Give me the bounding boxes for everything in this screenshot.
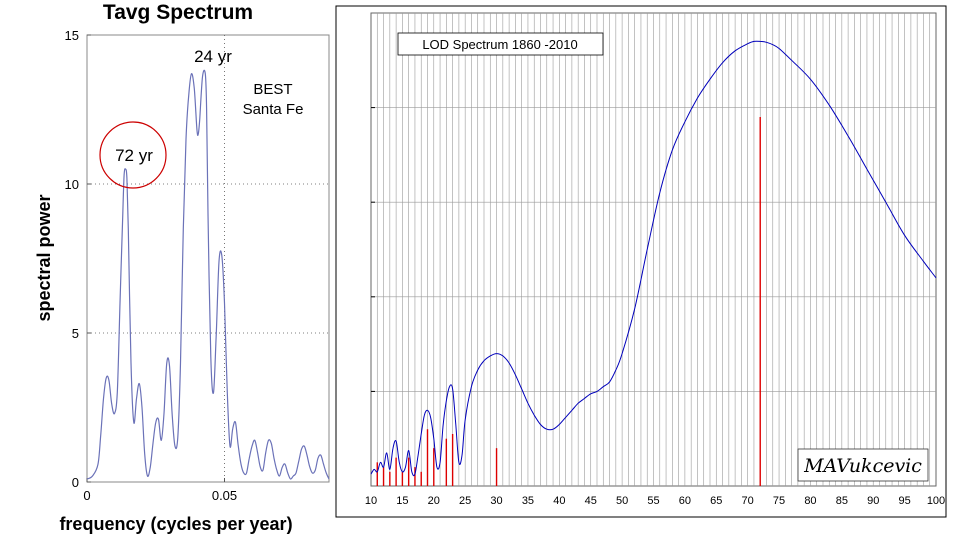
left-xlabel: frequency (cycles per year) xyxy=(59,514,292,534)
right-x-tick-label: 70 xyxy=(742,495,754,507)
watermark: MAVukcevic xyxy=(803,455,922,477)
right-x-tick-label: 10 xyxy=(365,495,377,507)
right-x-tick-label: 50 xyxy=(616,495,628,507)
annotation-24yr: 24 yr xyxy=(194,47,232,66)
annotation-santa-fe: Santa Fe xyxy=(243,101,304,118)
left-spectrum-line xyxy=(86,69,330,480)
annotation-72yr: 72 yr xyxy=(115,146,153,165)
watermark-box xyxy=(797,448,929,482)
right-chart-title: LOD Spectrum 1860 -2010 xyxy=(422,37,577,52)
right-title-box xyxy=(397,32,604,56)
right-x-tick-label: 60 xyxy=(679,495,691,507)
left-y-tick-label: 15 xyxy=(65,28,79,43)
left-ticks: 0 0.05 0 5 10 15 xyxy=(65,28,238,503)
right-x-tick-label: 85 xyxy=(836,495,848,507)
right-x-tick-label: 95 xyxy=(898,495,910,507)
right-x-tick-label: 35 xyxy=(522,495,534,507)
right-x-tick-label: 15 xyxy=(396,495,408,507)
right-x-tick-label: 20 xyxy=(428,495,440,507)
left-x-tick-label: 0 xyxy=(83,488,90,503)
left-plot-frame xyxy=(86,34,330,483)
lod-spectrum-chart: 10 15 20 25 30 35 40 45 50 55 60 65 70 75 80 85 90 95 100 … xyxy=(335,5,947,518)
right-bars xyxy=(376,117,761,486)
left-y-tick-label: 0 xyxy=(72,475,79,490)
right-x-tick-label: 100 xyxy=(927,495,945,507)
right-x-tick-label: 75 xyxy=(773,495,785,507)
right-x-tick-label: 40 xyxy=(553,495,565,507)
right-x-tick-label: 25 xyxy=(459,495,471,507)
right-spectrum-line xyxy=(370,40,937,477)
right-grid xyxy=(371,13,936,486)
right-x-tick-label: 45 xyxy=(585,495,597,507)
annotation-best: BEST xyxy=(253,81,292,98)
left-ylabel: spectral power xyxy=(34,194,54,321)
right-x-tick-label: 65 xyxy=(710,495,722,507)
right-x-tick-label: 80 xyxy=(804,495,816,507)
left-y-tick-label: 10 xyxy=(65,177,79,192)
left-y-tick-label: 5 xyxy=(72,326,79,341)
right-x-tick-label: 55 xyxy=(647,495,659,507)
tavg-spectrum-chart: Tavg Spectrum 0 0.05 0 5 10 15 spectral power… xyxy=(34,1,330,534)
right-x-tick-label: 30 xyxy=(490,495,502,507)
right-x-tick-label: 90 xyxy=(867,495,879,507)
left-x-tick-label: 0.05 xyxy=(212,488,237,503)
left-chart-title: Tavg Spectrum xyxy=(103,1,253,24)
right-ticks: 10 15 20 25 30 35 40 45 50 55 60 65 70 75 80 85 90 95 100 xyxy=(365,107,945,507)
annotation-72yr-circle xyxy=(99,121,167,189)
